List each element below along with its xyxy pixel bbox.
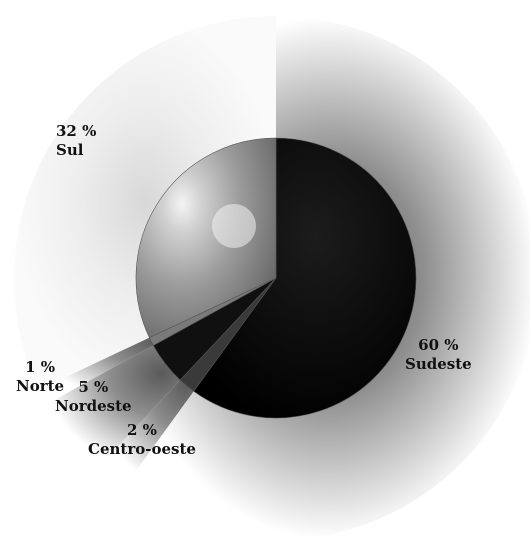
- slice-label-centro-oeste: 2 % Centro-oeste: [88, 421, 196, 459]
- slice-value-sul: 32 %: [56, 122, 97, 140]
- slice-label-sudeste: 60 % Sudeste: [405, 336, 472, 374]
- slice-name-sul: Sul: [56, 141, 84, 159]
- slice-sudeste: [193, 137, 417, 419]
- slice-label-sul: 32 % Sul: [56, 122, 96, 160]
- slice-name-nordeste: Nordeste: [55, 397, 132, 415]
- slice-sul: [135, 137, 277, 339]
- sphere-highlight: [212, 204, 256, 248]
- slice-value-norte: 1 %: [25, 358, 55, 376]
- slice-value-nordeste: 5 %: [78, 378, 109, 396]
- pie-slices: [135, 137, 417, 419]
- slice-name-sudeste: Sudeste: [405, 355, 472, 373]
- slice-value-sudeste: 60 %: [418, 336, 459, 354]
- slice-value-centro-oeste: 2 %: [127, 421, 157, 439]
- slice-label-norte: 1 % Norte: [16, 358, 64, 396]
- slice-name-centro-oeste: Centro-oeste: [88, 440, 196, 458]
- slice-name-norte: Norte: [16, 377, 65, 395]
- slice-label-nordeste: 5 % Nordeste: [55, 378, 132, 416]
